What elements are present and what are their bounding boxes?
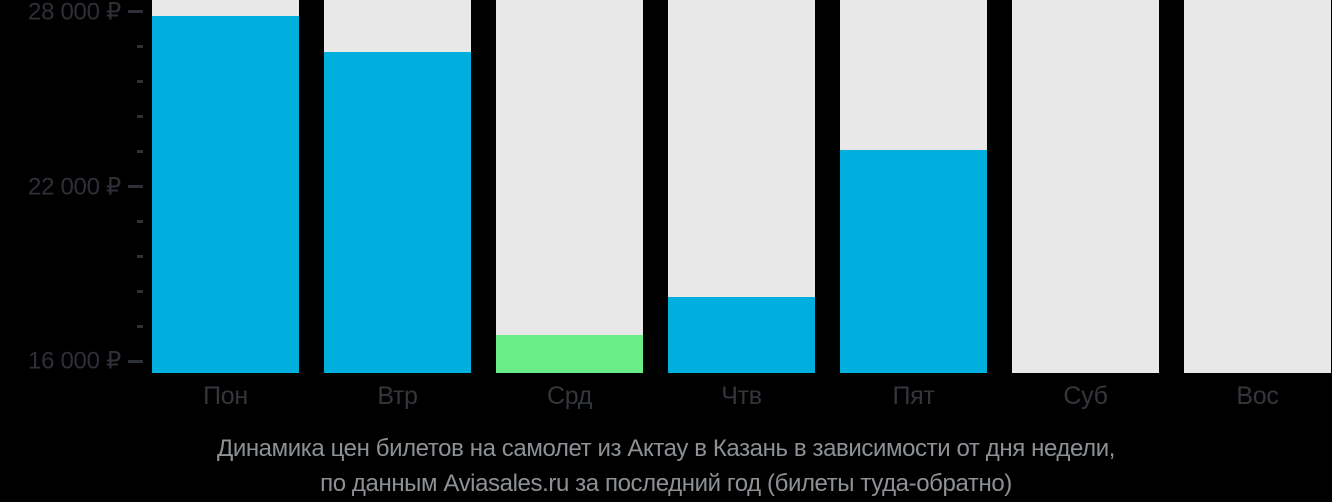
y-axis-tick-minor — [137, 115, 143, 119]
day-column — [1012, 0, 1159, 373]
price-bar — [840, 150, 987, 373]
x-axis-label: Вос — [1236, 382, 1279, 410]
y-axis-tick-minor — [137, 219, 143, 223]
y-axis-label: 28 000 ₽ — [28, 0, 121, 26]
plot-area — [152, 0, 1331, 373]
y-axis-tick-minor — [137, 254, 143, 258]
x-axis-label: Суб — [1063, 382, 1108, 410]
y-axis-tick-minor — [137, 150, 143, 154]
y-axis-tick-minor — [137, 80, 143, 84]
x-axis-label: Срд — [546, 382, 593, 410]
x-axis-label: Втр — [377, 382, 418, 410]
day-column — [152, 0, 299, 373]
day-column — [324, 0, 471, 373]
x-axis-label: Пят — [892, 382, 935, 410]
y-axis-tick-major — [128, 10, 143, 14]
day-column — [840, 0, 987, 373]
y-axis-tick-minor — [137, 324, 143, 328]
day-column — [668, 0, 815, 373]
y-axis-tick-major — [128, 185, 143, 188]
chart-caption: Динамика цен билетов на самолет из Актау… — [0, 431, 1332, 501]
y-axis-label: 16 000 ₽ — [28, 347, 121, 375]
x-axis: Пон Втр Срд Чтв Пят Суб Вос — [152, 382, 1331, 410]
price-bar — [152, 16, 299, 373]
price-bar — [324, 52, 471, 373]
y-axis-tick-minor — [137, 289, 143, 293]
x-axis-label: Чтв — [721, 382, 762, 410]
x-axis-label: Пон — [203, 382, 248, 410]
chart-title: Динамика цен билетов на самолет из Актау… — [216, 435, 1116, 462]
day-column — [496, 0, 643, 373]
day-column — [1184, 0, 1331, 373]
y-axis: 28 000 ₽ 22 000 ₽ 16 000 ₽ — [0, 0, 152, 375]
price-bar-lowest — [496, 335, 643, 373]
chart-subtitle: по данным Aviasales.ru за последний год … — [320, 470, 1012, 497]
y-axis-tick-major — [128, 359, 143, 363]
price-bar — [668, 297, 815, 373]
y-axis-tick-minor — [137, 45, 143, 49]
y-axis-label: 22 000 ₽ — [28, 173, 121, 200]
